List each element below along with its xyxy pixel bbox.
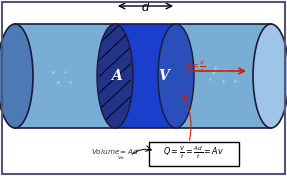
FancyBboxPatch shape: [149, 142, 239, 166]
Ellipse shape: [158, 24, 194, 128]
Ellipse shape: [0, 24, 33, 128]
Text: $v=\frac{d}{t}$: $v=\frac{d}{t}$: [186, 59, 205, 75]
Ellipse shape: [97, 24, 133, 128]
Polygon shape: [115, 24, 176, 128]
Text: $Volume = Ad$: $Volume = Ad$: [91, 147, 139, 156]
Text: d: d: [141, 1, 150, 14]
Ellipse shape: [253, 24, 287, 128]
Text: A: A: [110, 69, 121, 83]
Text: $v_a$: $v_a$: [117, 154, 125, 162]
Text: V: V: [159, 69, 169, 83]
Polygon shape: [15, 24, 271, 128]
Text: $Q=\frac{V}{t}=\frac{Ad}{t}=Av$: $Q=\frac{V}{t}=\frac{Ad}{t}=Av$: [163, 145, 225, 161]
